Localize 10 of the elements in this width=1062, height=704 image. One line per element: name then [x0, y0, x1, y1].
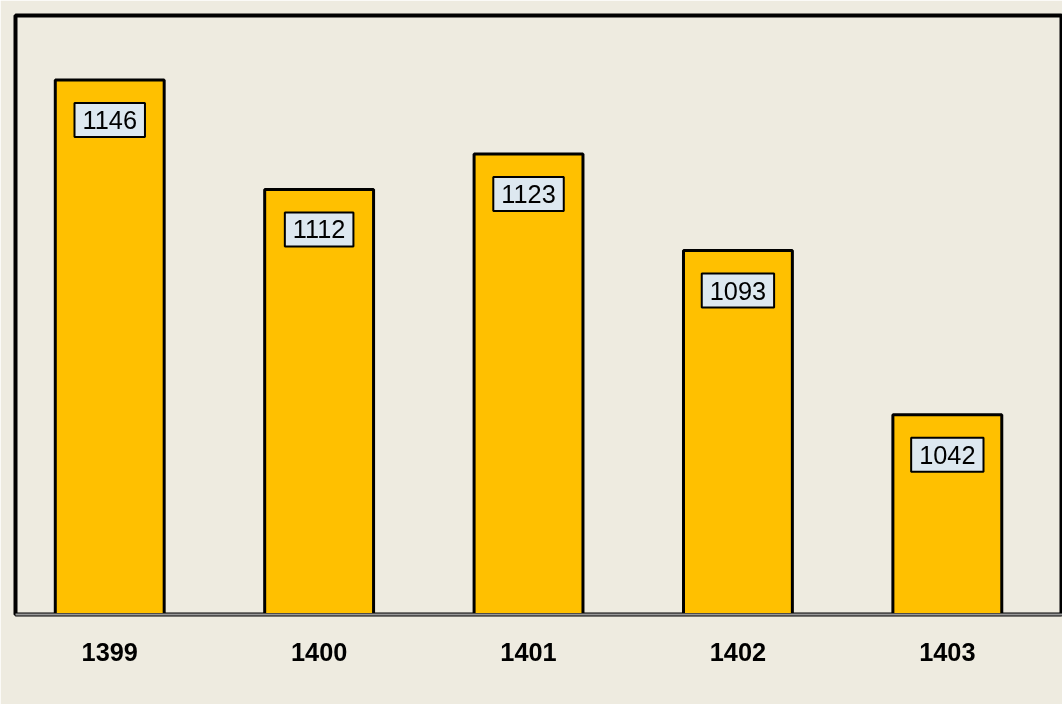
- x-tick-label: 1400: [290, 637, 348, 666]
- x-tick-label: 1401: [500, 637, 557, 666]
- data-label: 1093: [709, 276, 767, 305]
- data-label: 1146: [82, 105, 137, 134]
- data-label: 1123: [501, 179, 556, 208]
- data-label: 1042: [919, 440, 976, 469]
- data-label: 1112: [292, 215, 346, 244]
- x-tick-label: 1402: [709, 637, 767, 666]
- x-tick-label: 1403: [919, 637, 976, 666]
- x-tick-label: 1399: [81, 637, 138, 666]
